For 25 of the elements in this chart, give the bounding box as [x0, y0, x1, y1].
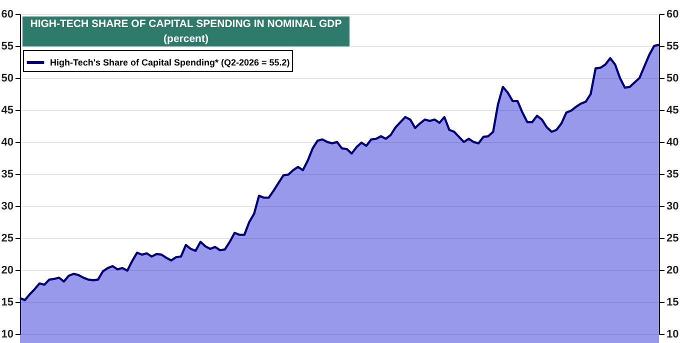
y-tick-label: 20 [1, 264, 14, 276]
y-tick-label: 25 [1, 232, 14, 244]
y-tick-label: 30 [1, 200, 14, 212]
y2-tick-label: 30 [666, 200, 679, 212]
chart-title: HIGH-TECH SHARE OF CAPITAL SPENDING IN NOMINAL GDP [30, 18, 342, 30]
y-tick-label: 50 [1, 72, 14, 84]
y-tick-label: 55 [1, 40, 14, 52]
text: (percent) [164, 33, 208, 45]
y2-tick-label: 40 [666, 136, 679, 148]
y-tick-label: 15 [1, 296, 14, 308]
y2-tick-label: 20 [666, 264, 679, 276]
y2-tick-label: 35 [666, 168, 679, 180]
y-tick-label: 10 [1, 328, 14, 340]
y2-tick-label: 15 [666, 296, 679, 308]
y2-tick-label: 10 [666, 328, 679, 340]
y2-tick-label: 55 [666, 40, 679, 52]
y2-tick-label: 50 [666, 72, 679, 84]
legend-label: High-Tech's Share of Capital Spending* (Q2-2026 = 55.2) [50, 58, 290, 68]
y2-tick-label: 60 [666, 8, 679, 20]
y-tick-label: 45 [1, 104, 14, 116]
y-tick-label: 60 [1, 8, 14, 20]
y-tick-label: 35 [1, 168, 14, 180]
y2-tick-label: 45 [666, 104, 679, 116]
y2-tick-label: 25 [666, 232, 679, 244]
y-tick-label: 40 [1, 136, 14, 148]
